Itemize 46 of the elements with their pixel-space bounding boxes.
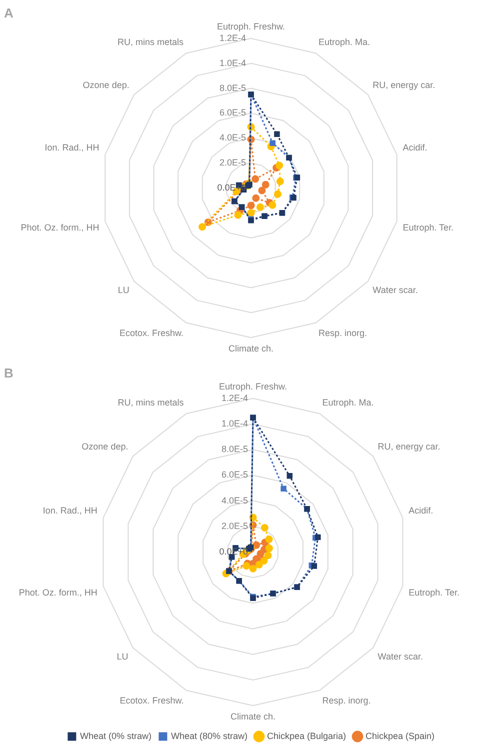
spoke-label: LU — [118, 284, 130, 295]
y-tick-label: 1.2E-4 — [221, 392, 248, 403]
spoke-label: LU — [116, 651, 128, 662]
y-tick-label: 4.0E-5 — [219, 132, 246, 143]
legend-label: Wheat (0% straw) — [80, 730, 152, 741]
spoke-label: Acidif. — [402, 142, 428, 152]
spoke-label: Resp. inorg. — [318, 328, 368, 338]
spoke-label: RU, energy car. — [372, 80, 436, 90]
spoke-label: RU, mins metals — [117, 36, 184, 47]
y-tick-label: 4.0E-5 — [221, 495, 248, 506]
y-tick-label: 6.0E-5 — [219, 108, 246, 118]
spoke-label: Eutroph. Ma. — [318, 36, 370, 47]
spoke-label: Phot. Oz. form., HH — [20, 222, 100, 233]
spoke-label: Phot. Oz. form., HH — [18, 587, 98, 598]
spoke-label: Ion. Rad., HH — [42, 506, 98, 516]
y-tick-label: 6.0E-5 — [221, 470, 248, 480]
chart-title: A — [4, 5, 14, 20]
y-tick-label: 1.0E-4 — [219, 58, 246, 68]
spoke-label: Ion. Rad., HH — [44, 142, 100, 152]
spoke-label: Water scar. — [372, 284, 418, 295]
spoke-label: Eutroph. Freshw. — [218, 381, 288, 392]
spoke-label: Ozone dep. — [82, 80, 130, 90]
y-tick-label: 8.0E-5 — [219, 82, 246, 93]
y-tick-label: 8.0E-5 — [221, 444, 248, 454]
legend-label: Chickpea (Spain) — [366, 730, 435, 741]
chart-title: B — [4, 365, 14, 380]
spoke-label: Eutroph. Freshw. — [216, 21, 286, 32]
spoke-label: Ecotox. Freshw. — [120, 696, 184, 706]
legend-label: Wheat (80% straw) — [170, 730, 248, 741]
spoke-label: Climate ch. — [228, 343, 274, 354]
spoke-label: RU, energy car. — [378, 442, 440, 452]
y-tick-label: 2.0E-5 — [219, 158, 246, 168]
y-tick-label: 1.0E-4 — [221, 418, 248, 428]
spoke-label: Eutroph. Ma. — [322, 397, 374, 408]
y-tick-label: 2.0E-5 — [221, 520, 248, 531]
spoke-label: Eutroph. Ter. — [402, 222, 454, 233]
spoke-label: Water scar. — [378, 651, 423, 662]
spoke-label: Acidif. — [408, 506, 434, 516]
spoke-label: RU, mins metals — [118, 397, 184, 408]
spoke-label: Eutroph. Ter. — [408, 587, 460, 598]
spoke-label: Resp. inorg. — [322, 696, 371, 706]
legend-label: Chickpea (Bulgaria) — [266, 730, 346, 741]
spoke-label: Ecotox. Freshw. — [119, 328, 184, 338]
y-tick-label: 1.2E-4 — [219, 32, 246, 43]
spoke-label: Ozone dep. — [82, 442, 128, 452]
spoke-label: Climate ch. — [230, 711, 276, 722]
